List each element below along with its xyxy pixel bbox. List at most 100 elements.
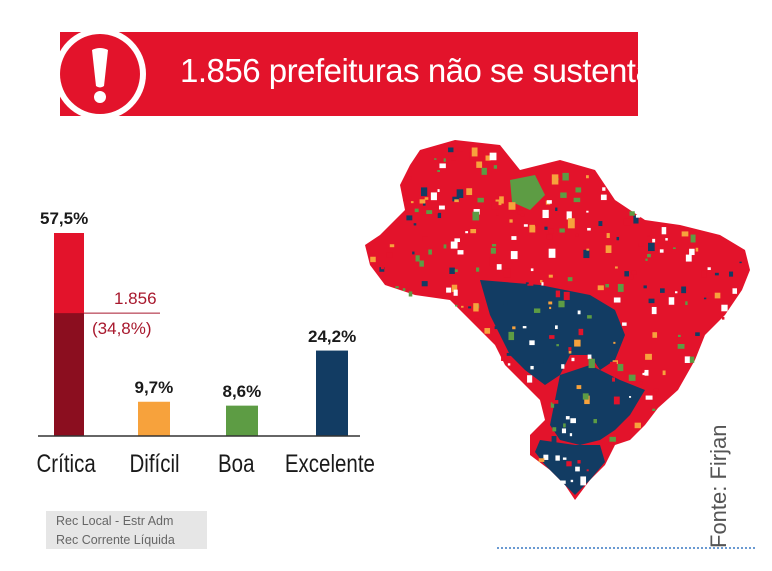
map-cell: [449, 267, 455, 274]
map-cell: [489, 256, 497, 267]
map-cell: [386, 252, 393, 258]
map-cell: [668, 297, 675, 305]
map-cell: [481, 167, 487, 175]
map-cell: [677, 343, 685, 349]
map-cell: [587, 354, 592, 360]
map-cell: [403, 195, 407, 202]
map-cell: [656, 392, 661, 398]
map-cell: [645, 258, 648, 261]
map-cell: [422, 236, 428, 241]
map-cell: [563, 291, 570, 301]
map-cell: [415, 255, 420, 262]
map-cell: [540, 279, 543, 283]
map-cell: [548, 248, 556, 258]
map-cell: [552, 400, 559, 404]
map-cell: [538, 458, 545, 462]
map-cell: [439, 163, 446, 169]
map-cell: [479, 151, 484, 157]
source-credit: Fonte: Firjan: [700, 402, 740, 550]
map-cell: [633, 215, 639, 224]
map-cell: [430, 192, 437, 201]
category-label: Excelente: [284, 450, 375, 478]
map-cell: [500, 284, 506, 290]
map-cell: [414, 208, 419, 213]
map-cell: [527, 281, 534, 286]
bar-1: [138, 401, 170, 436]
map-cell: [548, 274, 553, 278]
map-cell: [379, 267, 385, 272]
map-cell: [508, 202, 516, 210]
map-cell: [662, 370, 666, 376]
map-cell: [643, 285, 647, 289]
map-cell: [502, 330, 507, 333]
map-cell: [701, 270, 707, 278]
page-title: 1.856 prefeituras não se sustentam: [180, 52, 681, 89]
map-cell: [568, 347, 572, 351]
map-cell: [496, 212, 499, 216]
map-cell: [490, 247, 496, 254]
map-cell: [503, 268, 511, 278]
map-cell: [568, 350, 572, 354]
map-cell: [527, 375, 533, 383]
map-cell: [739, 261, 742, 264]
map-cell: [489, 152, 497, 161]
map-cell: [660, 288, 665, 293]
map-cell: [508, 331, 515, 341]
map-cell: [552, 427, 557, 432]
map-cell: [584, 395, 590, 405]
map-cell: [677, 334, 681, 338]
map-cell: [512, 326, 516, 330]
map-cell: [616, 236, 620, 241]
map-cell: [541, 282, 544, 286]
map-cell: [548, 301, 553, 305]
map-cell: [448, 147, 454, 153]
map-cell: [472, 211, 480, 221]
map-cell: [600, 194, 607, 201]
map-cell: [617, 363, 624, 372]
map-cell: [629, 211, 635, 216]
map-cell: [605, 245, 612, 253]
bar-subset: [54, 313, 84, 436]
category-label: Difícil: [128, 450, 180, 478]
map-cell: [613, 396, 620, 405]
map-cell: [631, 270, 637, 275]
map-cell: [454, 199, 459, 203]
map-cell: [597, 285, 604, 291]
map-cell: [443, 244, 447, 249]
map-cell: [457, 147, 463, 152]
map-cell: [408, 291, 413, 297]
map-cell: [470, 229, 477, 234]
map-cell: [673, 247, 676, 250]
map-cell: [420, 187, 428, 197]
map-cell: [437, 189, 440, 193]
map-cell: [645, 395, 653, 400]
map-cell: [555, 290, 561, 298]
map-cell: [550, 402, 555, 408]
map-cell: [570, 418, 576, 424]
map-cell: [560, 451, 567, 458]
map-cell: [452, 196, 460, 202]
map-cell: [421, 281, 428, 287]
map-cell: [465, 231, 469, 234]
map-cell: [652, 332, 658, 338]
map-cell: [695, 332, 700, 337]
map-cell: [428, 249, 432, 255]
map-cell: [639, 381, 643, 385]
map-cell: [674, 291, 678, 294]
map-cell: [575, 466, 580, 472]
map-cell: [484, 282, 492, 291]
note-line: Rec Corrente Líquida: [56, 533, 175, 547]
map-cell: [543, 454, 549, 460]
map-cell: [471, 147, 478, 157]
map-cell: [491, 201, 499, 210]
map-cell: [434, 158, 437, 160]
map-cell: [613, 297, 621, 303]
map-cell: [506, 352, 511, 356]
map-cell: [555, 455, 560, 461]
map-cell: [566, 211, 572, 220]
map-cell: [476, 267, 480, 272]
alert-badge: [52, 26, 148, 122]
map-cell: [573, 197, 581, 203]
map-cell: [684, 356, 691, 363]
map-cell: [582, 393, 589, 400]
